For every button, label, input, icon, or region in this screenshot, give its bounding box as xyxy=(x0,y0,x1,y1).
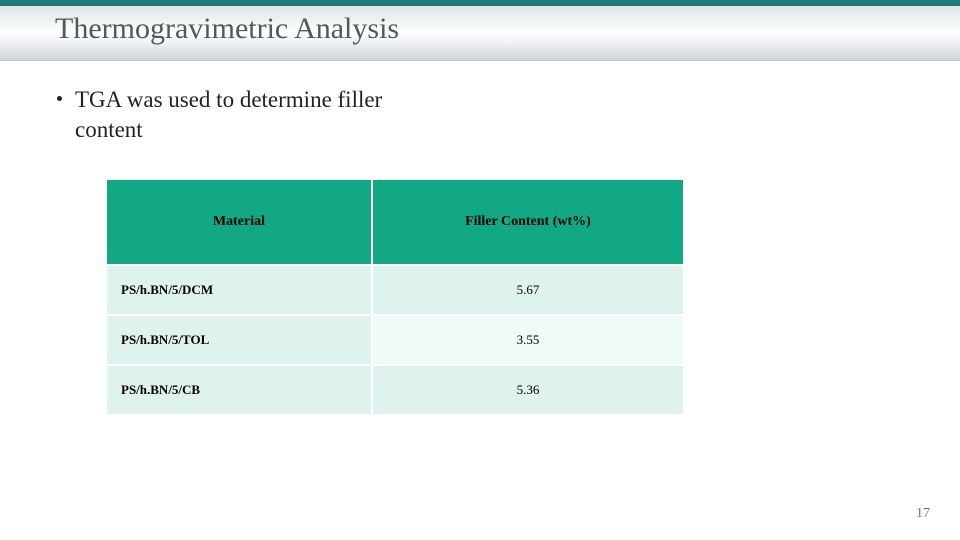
cell-filler: 5.36 xyxy=(372,365,684,415)
cell-material: PS/h.BN/5/DCM xyxy=(106,265,372,315)
table-row: PS/h.BN/5/DCM 5.67 xyxy=(106,265,684,315)
table-header-row: Material Filler Content (wt%) xyxy=(106,179,684,265)
title-bar: Thermogravimetric Analysis xyxy=(0,6,960,61)
bullet-text: TGA was used to determine filler content xyxy=(75,87,382,142)
cell-material: PS/h.BN/5/CB xyxy=(106,365,372,415)
cell-filler: 5.67 xyxy=(372,265,684,315)
bullet-dot-icon xyxy=(57,96,62,101)
col-header-filler: Filler Content (wt%) xyxy=(372,179,684,265)
table-row: PS/h.BN/5/CB 5.36 xyxy=(106,365,684,415)
slide-title: Thermogravimetric Analysis xyxy=(55,12,399,46)
tga-data-table: Material Filler Content (wt%) PS/h.BN/5/… xyxy=(105,178,685,416)
table-row: PS/h.BN/5/TOL 3.55 xyxy=(106,315,684,365)
page-number: 17 xyxy=(916,506,930,522)
bullet-text-block: TGA was used to determine filler content xyxy=(75,85,445,145)
col-header-material: Material xyxy=(106,179,372,265)
cell-material: PS/h.BN/5/TOL xyxy=(106,315,372,365)
cell-filler: 3.55 xyxy=(372,315,684,365)
